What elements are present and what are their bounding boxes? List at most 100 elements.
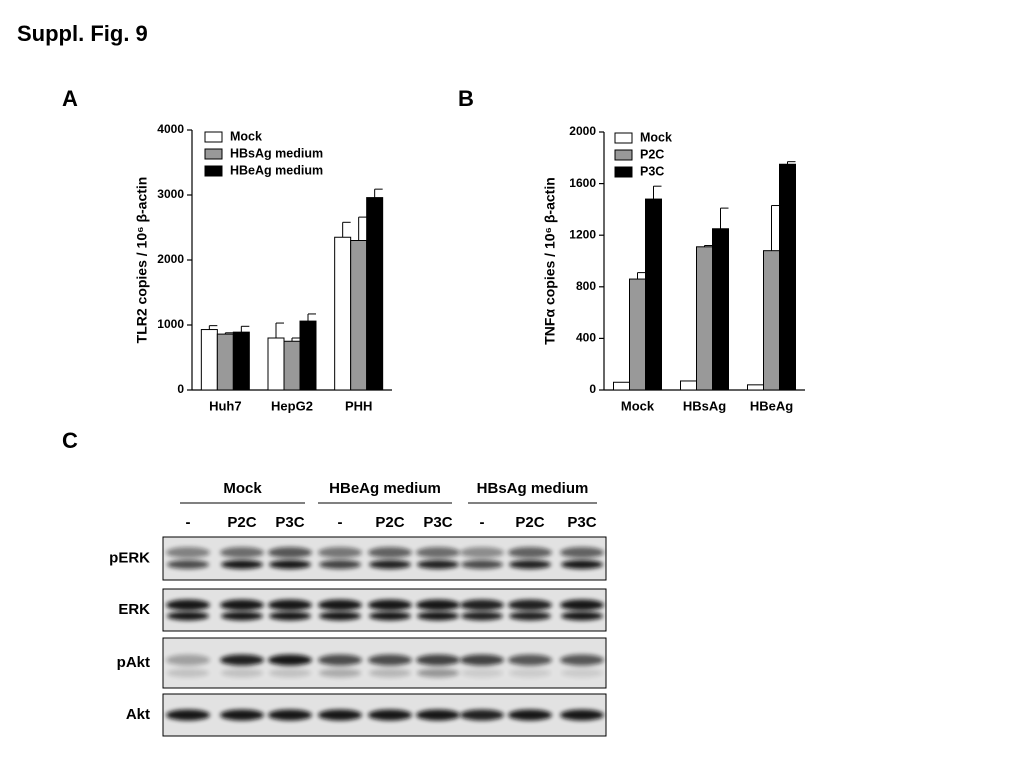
blot-band <box>319 668 361 678</box>
lane-label: P2C <box>515 514 544 531</box>
blot-band <box>417 668 459 678</box>
blot-band <box>166 547 210 558</box>
blot-band <box>368 599 412 611</box>
group-label: HBeAg medium <box>329 480 441 497</box>
bar <box>232 331 250 391</box>
bar <box>747 384 764 391</box>
blot-band <box>560 709 604 721</box>
blot-band <box>221 668 263 678</box>
blot-band <box>460 599 504 611</box>
blot-band <box>508 709 552 721</box>
blot-band <box>561 611 603 621</box>
blot-band <box>369 611 411 621</box>
legend-label: HBeAg medium <box>230 163 323 177</box>
bar <box>712 228 729 391</box>
blot-band <box>221 560 263 569</box>
legend-swatch <box>614 132 633 144</box>
lane-label: - <box>338 514 343 531</box>
error-bar <box>720 207 729 229</box>
error-bar <box>208 325 218 330</box>
bar <box>629 278 646 391</box>
legend-label: Mock <box>640 130 672 144</box>
bar <box>299 320 317 391</box>
row-label: Akt <box>126 706 150 723</box>
blot-band <box>461 611 503 621</box>
blot-band <box>318 654 362 666</box>
y-tick-label: 1000 <box>157 317 184 331</box>
bar <box>334 236 352 391</box>
blot-band <box>318 547 362 558</box>
lane-label: - <box>480 514 485 531</box>
legend-swatch <box>614 149 633 161</box>
blot-band <box>461 560 503 569</box>
blot-band <box>460 709 504 721</box>
bar <box>350 240 368 391</box>
y-tick-label: 3000 <box>157 187 184 201</box>
legend-swatch <box>204 165 223 177</box>
error-bar <box>771 205 780 251</box>
blot-band <box>416 654 460 666</box>
y-tick-label: 1600 <box>569 176 596 190</box>
bar <box>613 381 630 391</box>
blot-band <box>368 547 412 558</box>
blot-band <box>268 654 312 666</box>
blot-band <box>268 599 312 611</box>
error-bar <box>358 216 367 241</box>
error-bar <box>787 161 796 165</box>
y-tick-label: 400 <box>576 331 596 345</box>
blot-band <box>369 560 411 569</box>
legend-swatch <box>614 166 633 178</box>
blot-band <box>417 560 459 569</box>
blot-band <box>269 611 311 621</box>
blot-band <box>560 599 604 611</box>
blot-band <box>368 654 412 666</box>
y-tick-label: 1200 <box>569 227 596 241</box>
blot-band <box>416 709 460 721</box>
blot-band <box>167 668 209 678</box>
blot-band <box>268 709 312 721</box>
blot-band <box>167 611 209 621</box>
blot-band <box>166 654 210 666</box>
figure-title: Suppl. Fig. 9 <box>17 21 148 46</box>
blot-band <box>318 599 362 611</box>
blot-band <box>461 668 503 678</box>
error-bar <box>637 272 646 280</box>
legend-swatch <box>204 131 223 143</box>
blot-band <box>318 709 362 721</box>
blot-band <box>560 654 604 666</box>
blot-band <box>166 709 210 721</box>
legend-swatch <box>204 148 223 160</box>
y-tick-label: 0 <box>589 382 596 396</box>
x-tick-label: Mock <box>621 398 655 413</box>
error-bar <box>307 313 316 322</box>
legend-label: Mock <box>230 129 262 143</box>
blot-band <box>508 547 552 558</box>
y-tick-label: 2000 <box>569 124 596 138</box>
bar <box>680 380 697 391</box>
lane-label: P3C <box>275 514 304 531</box>
blot-band <box>509 668 551 678</box>
blot-membrane <box>162 536 607 581</box>
bar <box>200 329 218 391</box>
blot-band <box>368 709 412 721</box>
error-bar <box>374 188 383 198</box>
blot-band <box>221 611 263 621</box>
legend-label: P2C <box>640 147 664 161</box>
blot-band <box>508 654 552 666</box>
blot-band <box>460 654 504 666</box>
group-label: Mock <box>223 480 262 497</box>
error-bar <box>704 245 713 247</box>
blot-band <box>166 599 210 611</box>
blot-band <box>220 547 264 558</box>
bar <box>267 337 285 391</box>
blot-band <box>220 654 264 666</box>
blot-band <box>319 611 361 621</box>
blot-band <box>269 668 311 678</box>
error-bar <box>653 185 662 200</box>
x-tick-label: HepG2 <box>271 398 313 413</box>
blot-band <box>369 668 411 678</box>
bar <box>779 163 796 391</box>
lane-label: P3C <box>423 514 452 531</box>
blot-band <box>508 599 552 611</box>
